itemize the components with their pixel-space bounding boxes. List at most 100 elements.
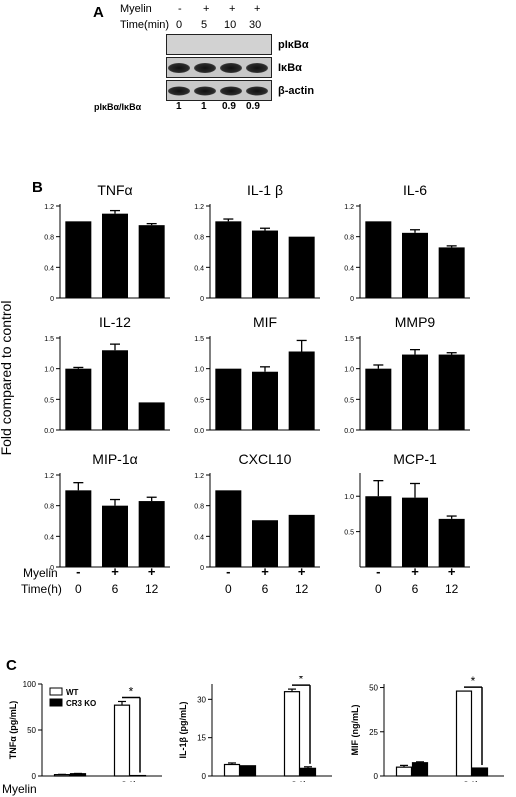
blot-band — [246, 86, 268, 96]
panel-label-b: B — [32, 179, 43, 196]
bar — [138, 225, 165, 298]
y-tick-label: 50 — [369, 684, 378, 693]
time-value: 0 — [74, 582, 82, 596]
y-axis-label: MIF (ng/mL) — [350, 705, 360, 756]
y-tick-label: 0 — [200, 296, 204, 303]
panel-a-time-value: 10 — [224, 19, 237, 31]
panel-a-time-value: 30 — [249, 19, 262, 31]
time-value: 6 — [111, 582, 119, 596]
y-tick-label: 1.0 — [344, 494, 354, 501]
myelin-value: - — [76, 564, 81, 579]
panel-a-myelin-value: + — [254, 3, 261, 15]
y-tick-label: 30 — [197, 695, 206, 704]
y-tick-label: 0.8 — [44, 235, 54, 242]
blot-band — [168, 86, 190, 96]
blot-band — [168, 63, 190, 73]
x-tick-label: - — [238, 780, 242, 782]
legend-label: WT — [66, 688, 79, 697]
chart-title: IL-1 β — [247, 182, 283, 198]
y-axis-label: TNFα (pg/mL) — [8, 701, 18, 760]
time-value: 6 — [411, 582, 419, 596]
blot-label-ikba: IκBα — [278, 62, 302, 74]
myelin-value: + — [147, 564, 156, 579]
y-tick-label: 25 — [369, 728, 378, 737]
y-tick-label: 1.2 — [194, 204, 204, 211]
x-tick-label: - — [410, 780, 414, 782]
y-tick-label: 0 — [32, 772, 37, 781]
bar — [215, 221, 242, 298]
chart-mcp1: MCP-1 0.5 1.0 — [344, 451, 470, 568]
chart-title: TNFα — [97, 182, 132, 198]
y-tick-label: 0.4 — [344, 265, 354, 272]
y-tick-label: 0 — [200, 565, 204, 572]
blot-band — [246, 63, 268, 73]
time-value: 0 — [374, 582, 382, 596]
chart-il1b-pgml: IL-1β (pg/mL) 0 15 30 - 24h * — [178, 676, 332, 782]
significance-star: * — [299, 676, 304, 686]
panel-c-myelin-label: Myelin — [2, 782, 37, 796]
y-tick-label: 1.5 — [44, 336, 54, 343]
y-tick-label: 1.0 — [194, 367, 204, 374]
bar-wt — [283, 691, 301, 777]
chart-mif-ngml: MIF (ng/mL) 0 25 50 - 24h * — [350, 676, 504, 782]
myelin-value: - — [376, 564, 381, 579]
bar — [252, 520, 278, 567]
chart-cxcl10: CXCL10 0 0.4 0.8 1.2 — [194, 451, 320, 572]
chart-tnfa-pgml: TNFα (pg/mL) 0 50 100 - 24h * WT CR3 KO — [8, 680, 162, 782]
myelin-value: + — [111, 564, 119, 579]
y-tick-label: 0 — [50, 565, 54, 572]
blot-label-pikba: pIκBα — [278, 39, 309, 51]
panel-b-myelin-label: Myelin — [23, 566, 58, 580]
time-value: 12 — [144, 582, 159, 596]
blot-band — [220, 86, 242, 96]
myelin-value: - — [226, 564, 231, 579]
myelin-value: + — [297, 564, 306, 579]
x-tick-label: 24h — [291, 780, 309, 782]
blot-band — [220, 63, 242, 73]
bar-cr3ko — [471, 767, 489, 777]
myelin-value: + — [411, 564, 419, 579]
panel-b-time-label: Time(h) — [21, 582, 62, 596]
panel-b-ylabel: Fold compared to control — [0, 300, 14, 456]
bar — [402, 232, 428, 298]
blot-label-actin: β-actin — [278, 85, 315, 97]
bar-cr3ko — [69, 773, 87, 777]
chart-title: IL-12 — [99, 314, 131, 330]
chart-tnfa: TNFα 0 0.4 0.8 1.2 — [44, 182, 170, 303]
panel-a-time-label: Time(min) — [120, 19, 170, 31]
bar — [438, 354, 465, 430]
bar — [138, 501, 165, 567]
y-tick-label: 0.4 — [194, 265, 204, 272]
legend-swatch — [49, 687, 63, 696]
blot-strip-actin — [166, 80, 272, 101]
chart-il12: IL-12 0.0 0.5 1.0 1.5 — [44, 314, 170, 435]
x-tick-label: 24h — [121, 780, 139, 782]
y-tick-label: 0.8 — [194, 504, 204, 511]
y-tick-label: 1.2 — [44, 473, 54, 480]
bar — [252, 371, 278, 430]
y-tick-label: 1.0 — [44, 367, 54, 374]
chart-il6: IL-6 0 0.4 0.8 1.2 — [344, 182, 470, 303]
significance-star: * — [129, 684, 134, 698]
bar — [288, 351, 315, 430]
bar-wt — [395, 766, 413, 777]
chart-mif: MIF 0.0 0.5 1.0 1.5 — [194, 314, 320, 435]
bar — [138, 402, 165, 430]
y-tick-label: 0.8 — [194, 235, 204, 242]
x-tick-label: - — [68, 780, 72, 782]
y-tick-label: 0 — [374, 772, 379, 781]
blot-band — [194, 63, 216, 73]
significance-star: * — [471, 676, 476, 688]
bar-wt — [223, 763, 241, 777]
y-tick-label: 0.0 — [194, 428, 204, 435]
ratio-value: 1 — [176, 101, 182, 112]
chart-title: MIF — [253, 314, 277, 330]
panel-a-myelin-value: + — [203, 3, 210, 15]
panel-a-time-value: 5 — [201, 19, 208, 31]
bar-cr3ko — [299, 767, 317, 777]
western-blot — [166, 34, 272, 101]
y-tick-label: 0.4 — [44, 534, 54, 541]
chart-title: MCP-1 — [393, 451, 437, 467]
panel-label-c: C — [6, 657, 17, 674]
bar-cr3ko — [411, 762, 429, 777]
